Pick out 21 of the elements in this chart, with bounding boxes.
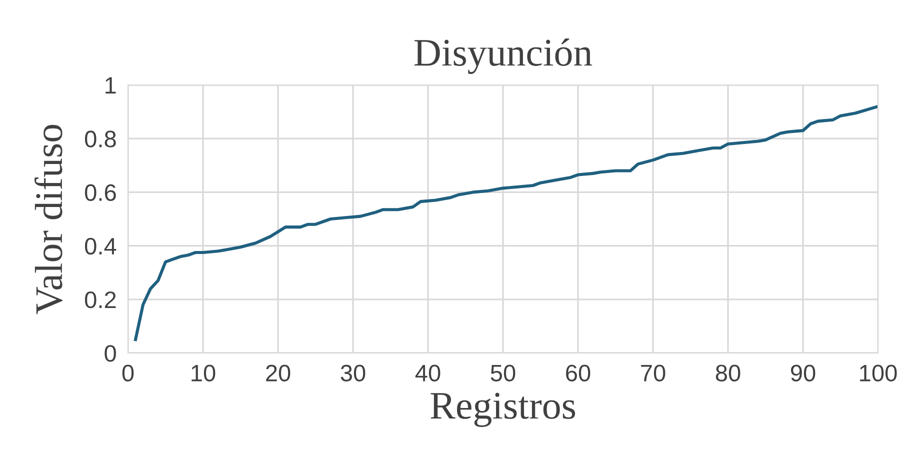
x-tick-label: 20 — [266, 364, 290, 382]
y-axis-title: Valor difuso — [34, 124, 62, 314]
y-tick-label: 0.2 — [84, 291, 116, 308]
y-tick-label: 0 — [104, 345, 116, 362]
x-tick-label: 0 — [122, 364, 134, 382]
x-tick-label: 80 — [716, 364, 740, 382]
y-tick-label: 0.6 — [84, 184, 116, 201]
y-tick-label: 1 — [106, 77, 116, 94]
x-tick-label: 30 — [340, 364, 366, 382]
x-tick-label: 10 — [192, 364, 216, 382]
chart-title: Disyunción — [414, 38, 592, 74]
line-series — [134, 104, 878, 342]
y-tick-label: 0.4 — [84, 238, 116, 255]
x-tick-label: 40 — [415, 364, 440, 382]
x-tick-label: 60 — [566, 364, 590, 382]
x-tick-label: 50 — [490, 364, 516, 382]
x-tick-label: 90 — [790, 364, 816, 382]
x-tick-label: 100 — [860, 364, 897, 382]
x-axis-title: Registros — [430, 392, 576, 427]
x-tick-label: 70 — [641, 364, 666, 382]
y-tick-label: 0.8 — [84, 130, 116, 148]
